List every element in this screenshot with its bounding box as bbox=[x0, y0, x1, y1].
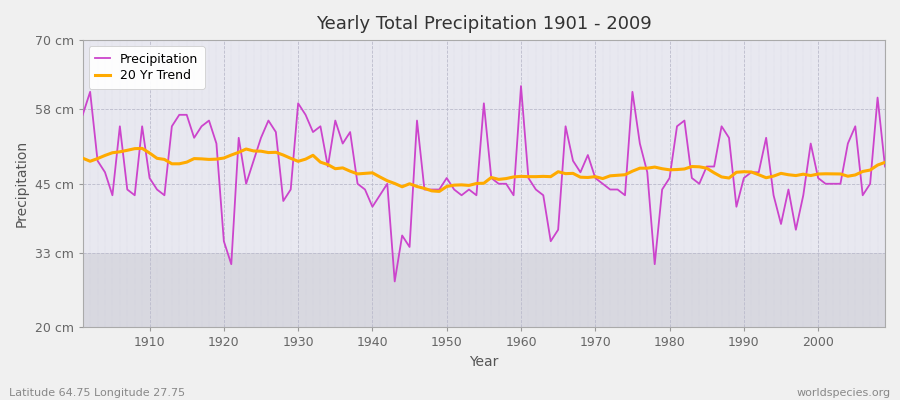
20 Yr Trend bbox=[523, 174, 534, 179]
20 Yr Trend bbox=[137, 146, 148, 151]
Precipitation bbox=[345, 130, 356, 134]
20 Yr Trend bbox=[434, 189, 445, 194]
20 Yr Trend bbox=[619, 172, 630, 177]
Precipitation bbox=[516, 84, 526, 88]
Legend: Precipitation, 20 Yr Trend: Precipitation, 20 Yr Trend bbox=[89, 46, 204, 89]
20 Yr Trend bbox=[352, 172, 363, 176]
20 Yr Trend bbox=[530, 174, 541, 179]
20 Yr Trend bbox=[144, 151, 155, 156]
Bar bbox=[83, 253, 885, 328]
Title: Yearly Total Precipitation 1901 - 2009: Yearly Total Precipitation 1901 - 2009 bbox=[316, 15, 652, 33]
Text: worldspecies.org: worldspecies.org bbox=[796, 388, 891, 398]
Precipitation bbox=[619, 193, 630, 198]
Precipitation bbox=[523, 176, 534, 180]
X-axis label: Year: Year bbox=[469, 355, 499, 369]
Precipitation bbox=[137, 124, 148, 129]
20 Yr Trend bbox=[77, 156, 88, 160]
Precipitation bbox=[530, 187, 541, 192]
Line: 20 Yr Trend: 20 Yr Trend bbox=[83, 148, 885, 192]
20 Yr Trend bbox=[308, 153, 319, 158]
Line: Precipitation: Precipitation bbox=[83, 86, 885, 282]
Precipitation bbox=[301, 112, 311, 117]
Text: Latitude 64.75 Longitude 27.75: Latitude 64.75 Longitude 27.75 bbox=[9, 388, 185, 398]
Precipitation bbox=[879, 164, 890, 169]
Precipitation bbox=[77, 112, 88, 117]
Precipitation bbox=[390, 279, 400, 284]
Y-axis label: Precipitation: Precipitation bbox=[15, 140, 29, 227]
20 Yr Trend bbox=[879, 160, 890, 165]
